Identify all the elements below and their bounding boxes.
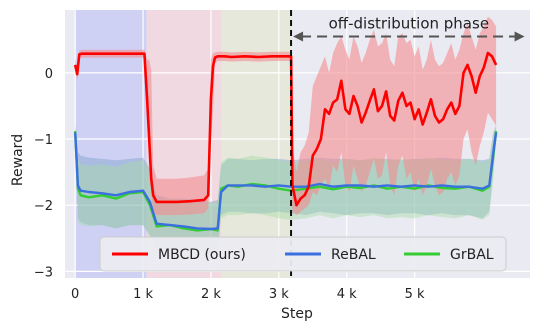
- tick-labels: 0 1 k 2 k 3 k 4 k 5 k 0 −1 −2 −3: [34, 67, 425, 302]
- annotation: off-distribution phase: [293, 14, 525, 42]
- annotation-arrowhead-left: [293, 31, 304, 42]
- series-line: [74, 132, 498, 231]
- annotation-arrowhead-right: [514, 31, 525, 42]
- legend-label: GrBAL: [450, 247, 494, 263]
- legend-label: MBCD (ours): [158, 247, 246, 263]
- y-tick-label: 0: [45, 67, 53, 82]
- y-tick-label: −2: [34, 199, 53, 214]
- series-line: [73, 51, 498, 207]
- series-line: [74, 130, 498, 232]
- series-lines: [73, 51, 498, 232]
- x-tick-label: 4 k: [337, 287, 357, 302]
- x-tick-label: 2 k: [201, 287, 221, 302]
- y-axis-label: Reward: [10, 134, 26, 186]
- x-tick-label: 0: [71, 287, 79, 302]
- y-tick-label: −3: [34, 265, 53, 280]
- annotation-text: off-distribution phase: [329, 14, 489, 32]
- x-axis-label: Step: [281, 306, 313, 321]
- x-tick-label: 5 k: [405, 287, 425, 302]
- legend: MBCD (ours) ReBAL GrBAL: [99, 236, 507, 272]
- y-tick-label: −1: [34, 133, 53, 148]
- x-tick-label: 3 k: [269, 287, 289, 302]
- legend-label: ReBAL: [331, 247, 376, 263]
- x-tick-label: 1 k: [133, 287, 153, 302]
- series-band: [75, 16, 497, 216]
